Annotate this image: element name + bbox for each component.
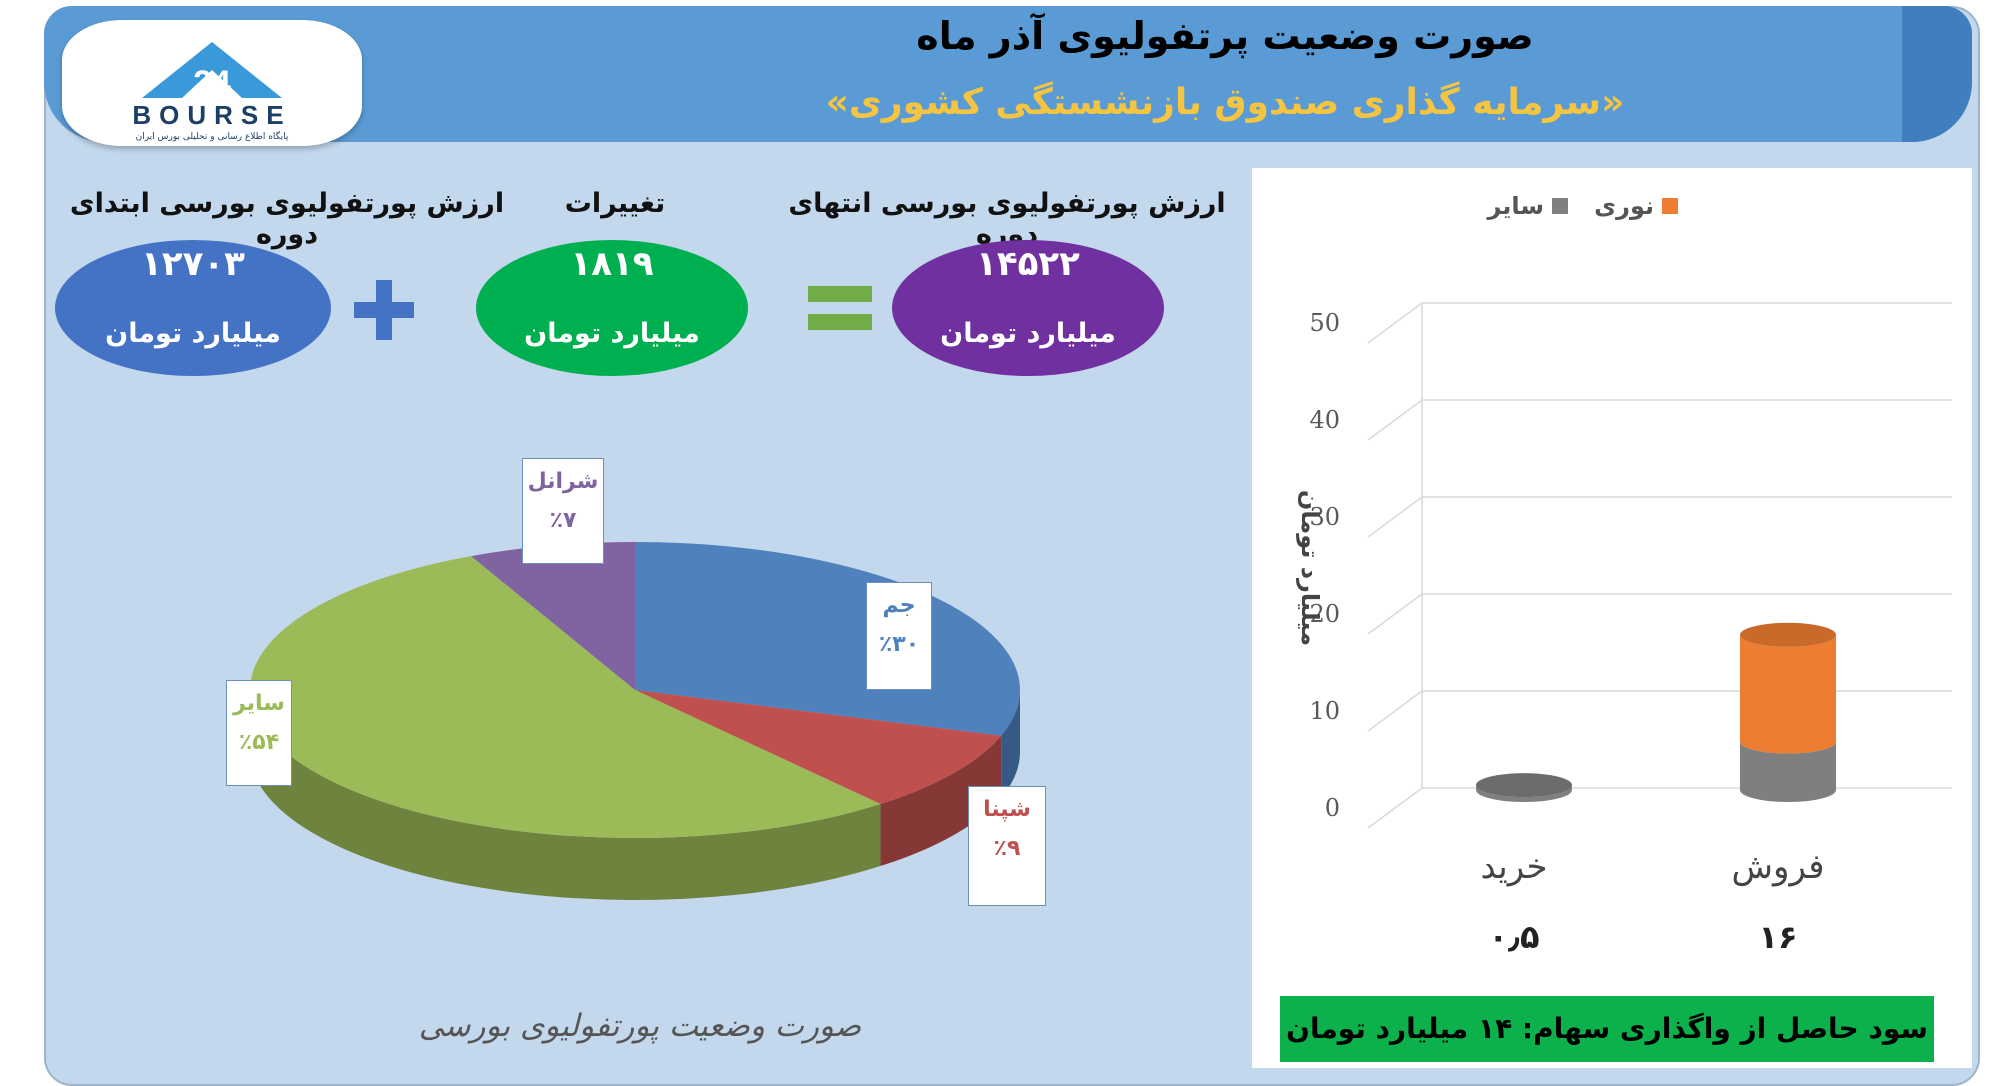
bar-0-1 [1740, 634, 1836, 754]
category-total-0: ۱۶ [1758, 918, 1797, 956]
y-axis-label: میلیارد تومان [1296, 490, 1324, 646]
plus-icon [354, 280, 414, 340]
grid-skew-1 [1367, 690, 1423, 732]
start-label: ارزش پورتفولیوی بورسی ابتدای دوره [69, 188, 505, 250]
pie-slice-3 [471, 542, 635, 690]
y-tick-3: 30 [1309, 503, 1340, 531]
equals-icon [808, 286, 872, 330]
pie-slice-2 [250, 556, 881, 838]
logo: 24 BOURSE پایگاه اطلاع رسانی و تحلیلی بو… [62, 20, 362, 146]
logo-tagline: پایگاه اطلاع رسانی و تحلیلی بورس ایران [135, 132, 289, 142]
y-tick-5: 50 [1309, 309, 1340, 337]
category-total-1: ۰٫۵ [1488, 918, 1539, 956]
bar-1-0 [1476, 785, 1572, 802]
bar-top-1 [1476, 773, 1572, 798]
bar-top-0 [1740, 622, 1836, 647]
pie-side-1 [880, 735, 1002, 867]
y-tick-2: 20 [1309, 600, 1340, 628]
grid-skew-5 [1367, 302, 1423, 344]
legend-label-1: سایر [1486, 192, 1544, 220]
pie-label-jam: جم ٪۳۰ [866, 582, 932, 690]
grid-skew-4 [1367, 399, 1423, 441]
legend-swatch-1 [1552, 198, 1568, 214]
svg-text:24: 24 [193, 64, 231, 102]
pie-caption: صورت وضعیت پورتفولیوی بورسی [418, 1008, 862, 1044]
pie-label-sayer: سایر ٪۵۴ [226, 680, 292, 786]
end-label: ارزش پورتفولیوی بورسی انتهای دوره [788, 188, 1226, 250]
bar-legend: نوری سایر [1486, 192, 1678, 220]
x-category-0: فروش [1732, 847, 1825, 887]
y-tick-0: 0 [1325, 794, 1340, 822]
pie-label-shepna: شپنا ٪۹ [968, 786, 1046, 906]
logo-mountain-icon: 24 [142, 42, 282, 102]
legend-swatch-0 [1662, 198, 1678, 214]
grid-skew-3 [1367, 496, 1423, 538]
end-unit: میلیارد تومان [940, 318, 1116, 349]
pie-side-0 [1001, 690, 1020, 798]
pie-chart [250, 542, 1020, 900]
bar-chart: نوری سایر 0 10 20 30 40 50 میلیارد تومان فروش ۱۶ خر… [1296, 192, 1952, 956]
page-title: صورت وضعیت پرتفولیوی آذر ماه [916, 14, 1534, 58]
y-tick-4: 40 [1309, 406, 1340, 434]
logo-text: BOURSE [132, 100, 292, 130]
bar-chart-panel: نوری سایر 0 10 20 30 40 50 میلیارد تومان فروش ۱۶ خر… [1252, 168, 1972, 1068]
page-subtitle: «سرمایه گذاری صندوق بازنشستگی کشوری» [825, 82, 1625, 123]
pie-slice-1 [635, 690, 1002, 805]
start-value-oval: ۱۲۷۰۳ میلیارد تومان [55, 240, 331, 376]
pie-side-2 [250, 690, 881, 900]
end-value-oval: ۱۴۵۲۲ میلیارد تومان [892, 240, 1164, 376]
y-tick-1: 10 [1309, 697, 1340, 725]
change-unit: میلیارد تومان [524, 318, 700, 349]
start-unit: میلیارد تومان [105, 318, 281, 349]
bar-0-0 [1740, 741, 1836, 802]
grid-skew-2 [1367, 593, 1423, 635]
change-value: ۱۸۱۹ [570, 244, 654, 284]
change-label: تغییرات [564, 188, 666, 219]
start-value: ۱۲۷۰۳ [141, 244, 245, 284]
x-category-1: خرید [1480, 847, 1547, 887]
legend-label-0: نوری [1594, 192, 1654, 220]
grid-skew-0 [1367, 787, 1423, 829]
change-value-oval: ۱۸۱۹ میلیارد تومان [476, 240, 748, 376]
end-value: ۱۴۵۲۲ [976, 244, 1080, 284]
pie-label-sharanol: شرانل ٪۷ [522, 458, 604, 564]
profit-footer: سود حاصل از واگذاری سهام: ۱۴ میلیارد توم… [1280, 996, 1934, 1062]
